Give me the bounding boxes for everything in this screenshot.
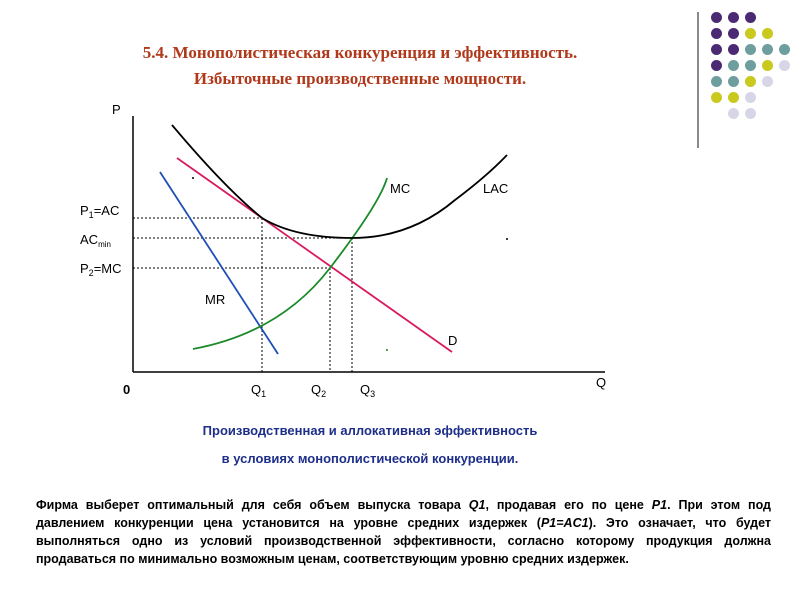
x-axis-label: Q <box>596 375 606 390</box>
decorative-dot <box>762 76 773 87</box>
origin-label: 0 <box>123 382 130 397</box>
stray-point <box>386 349 388 351</box>
paragraph-text: Фирма выберет оптимальный для себя объем… <box>36 498 469 512</box>
acmin-label: ACmin <box>80 232 111 249</box>
mr-curve <box>159 171 279 355</box>
decorative-dot <box>711 76 722 87</box>
mc-curve <box>192 177 388 350</box>
decorative-dot <box>762 60 773 71</box>
caption-line-1: Производственная и аллокативная эффектив… <box>202 423 538 438</box>
decorative-dot <box>711 60 722 71</box>
lac-curve <box>171 124 508 239</box>
p1-label: P1=AC <box>80 203 119 220</box>
title-line-2: Избыточные производственные мощности. <box>193 69 527 88</box>
decorative-dot <box>745 92 756 103</box>
decorative-dot <box>711 92 722 103</box>
explanation-paragraph: Фирма выберет оптимальный для себя объем… <box>36 496 771 568</box>
decorative-dot <box>728 12 739 23</box>
mc-label: MC <box>390 181 410 196</box>
paragraph-text: ). Это означает, что будет выполняться о… <box>36 516 771 566</box>
q1-label: Q1 <box>251 382 266 399</box>
decorative-dot <box>728 76 739 87</box>
p2-label: P2=MC <box>80 261 122 278</box>
decorative-dot <box>745 60 756 71</box>
decorative-dot <box>745 76 756 87</box>
paragraph-text: . При этом под давлением конкуренции цен… <box>36 498 771 530</box>
demand-curve <box>176 157 453 353</box>
paragraph-text: , продавая его по цене <box>485 498 652 512</box>
decorative-dot <box>762 44 773 55</box>
mr-label: MR <box>205 292 225 307</box>
stray-point <box>506 238 508 240</box>
decorative-dot <box>728 28 739 39</box>
decorative-dot <box>711 28 722 39</box>
slide-title: 5.4. Монополистическая конкуренция и эфф… <box>60 40 660 92</box>
paragraph-p1: P1 <box>651 498 668 512</box>
paragraph-formula: P1=AC1 <box>540 516 589 530</box>
decorative-dot <box>745 108 756 119</box>
decorative-dot <box>711 12 722 23</box>
decorative-dot <box>745 28 756 39</box>
q3-label: Q3 <box>360 382 375 399</box>
y-axis-label: P <box>112 102 121 117</box>
q2-label: Q2 <box>311 382 326 399</box>
caption-line-2: в условиях монополистической конкуренции… <box>221 451 519 466</box>
decorative-dot <box>762 28 773 39</box>
decorative-dot <box>728 44 739 55</box>
demand-label: D <box>448 333 457 348</box>
stray-point <box>192 177 194 179</box>
decorative-dot <box>745 12 756 23</box>
decorative-dot <box>711 44 722 55</box>
decorative-divider <box>697 12 699 148</box>
decorative-dot <box>728 60 739 71</box>
decorative-dot <box>728 108 739 119</box>
decorative-dot <box>728 92 739 103</box>
decorative-dot <box>779 60 790 71</box>
decorative-dot <box>745 44 756 55</box>
paragraph-q1: Q1 <box>468 498 486 512</box>
dashed-guides <box>133 217 353 372</box>
title-line-1: 5.4. Монополистическая конкуренция и эфф… <box>142 43 578 62</box>
lac-label: LAC <box>483 181 508 196</box>
decorative-dot <box>779 44 790 55</box>
